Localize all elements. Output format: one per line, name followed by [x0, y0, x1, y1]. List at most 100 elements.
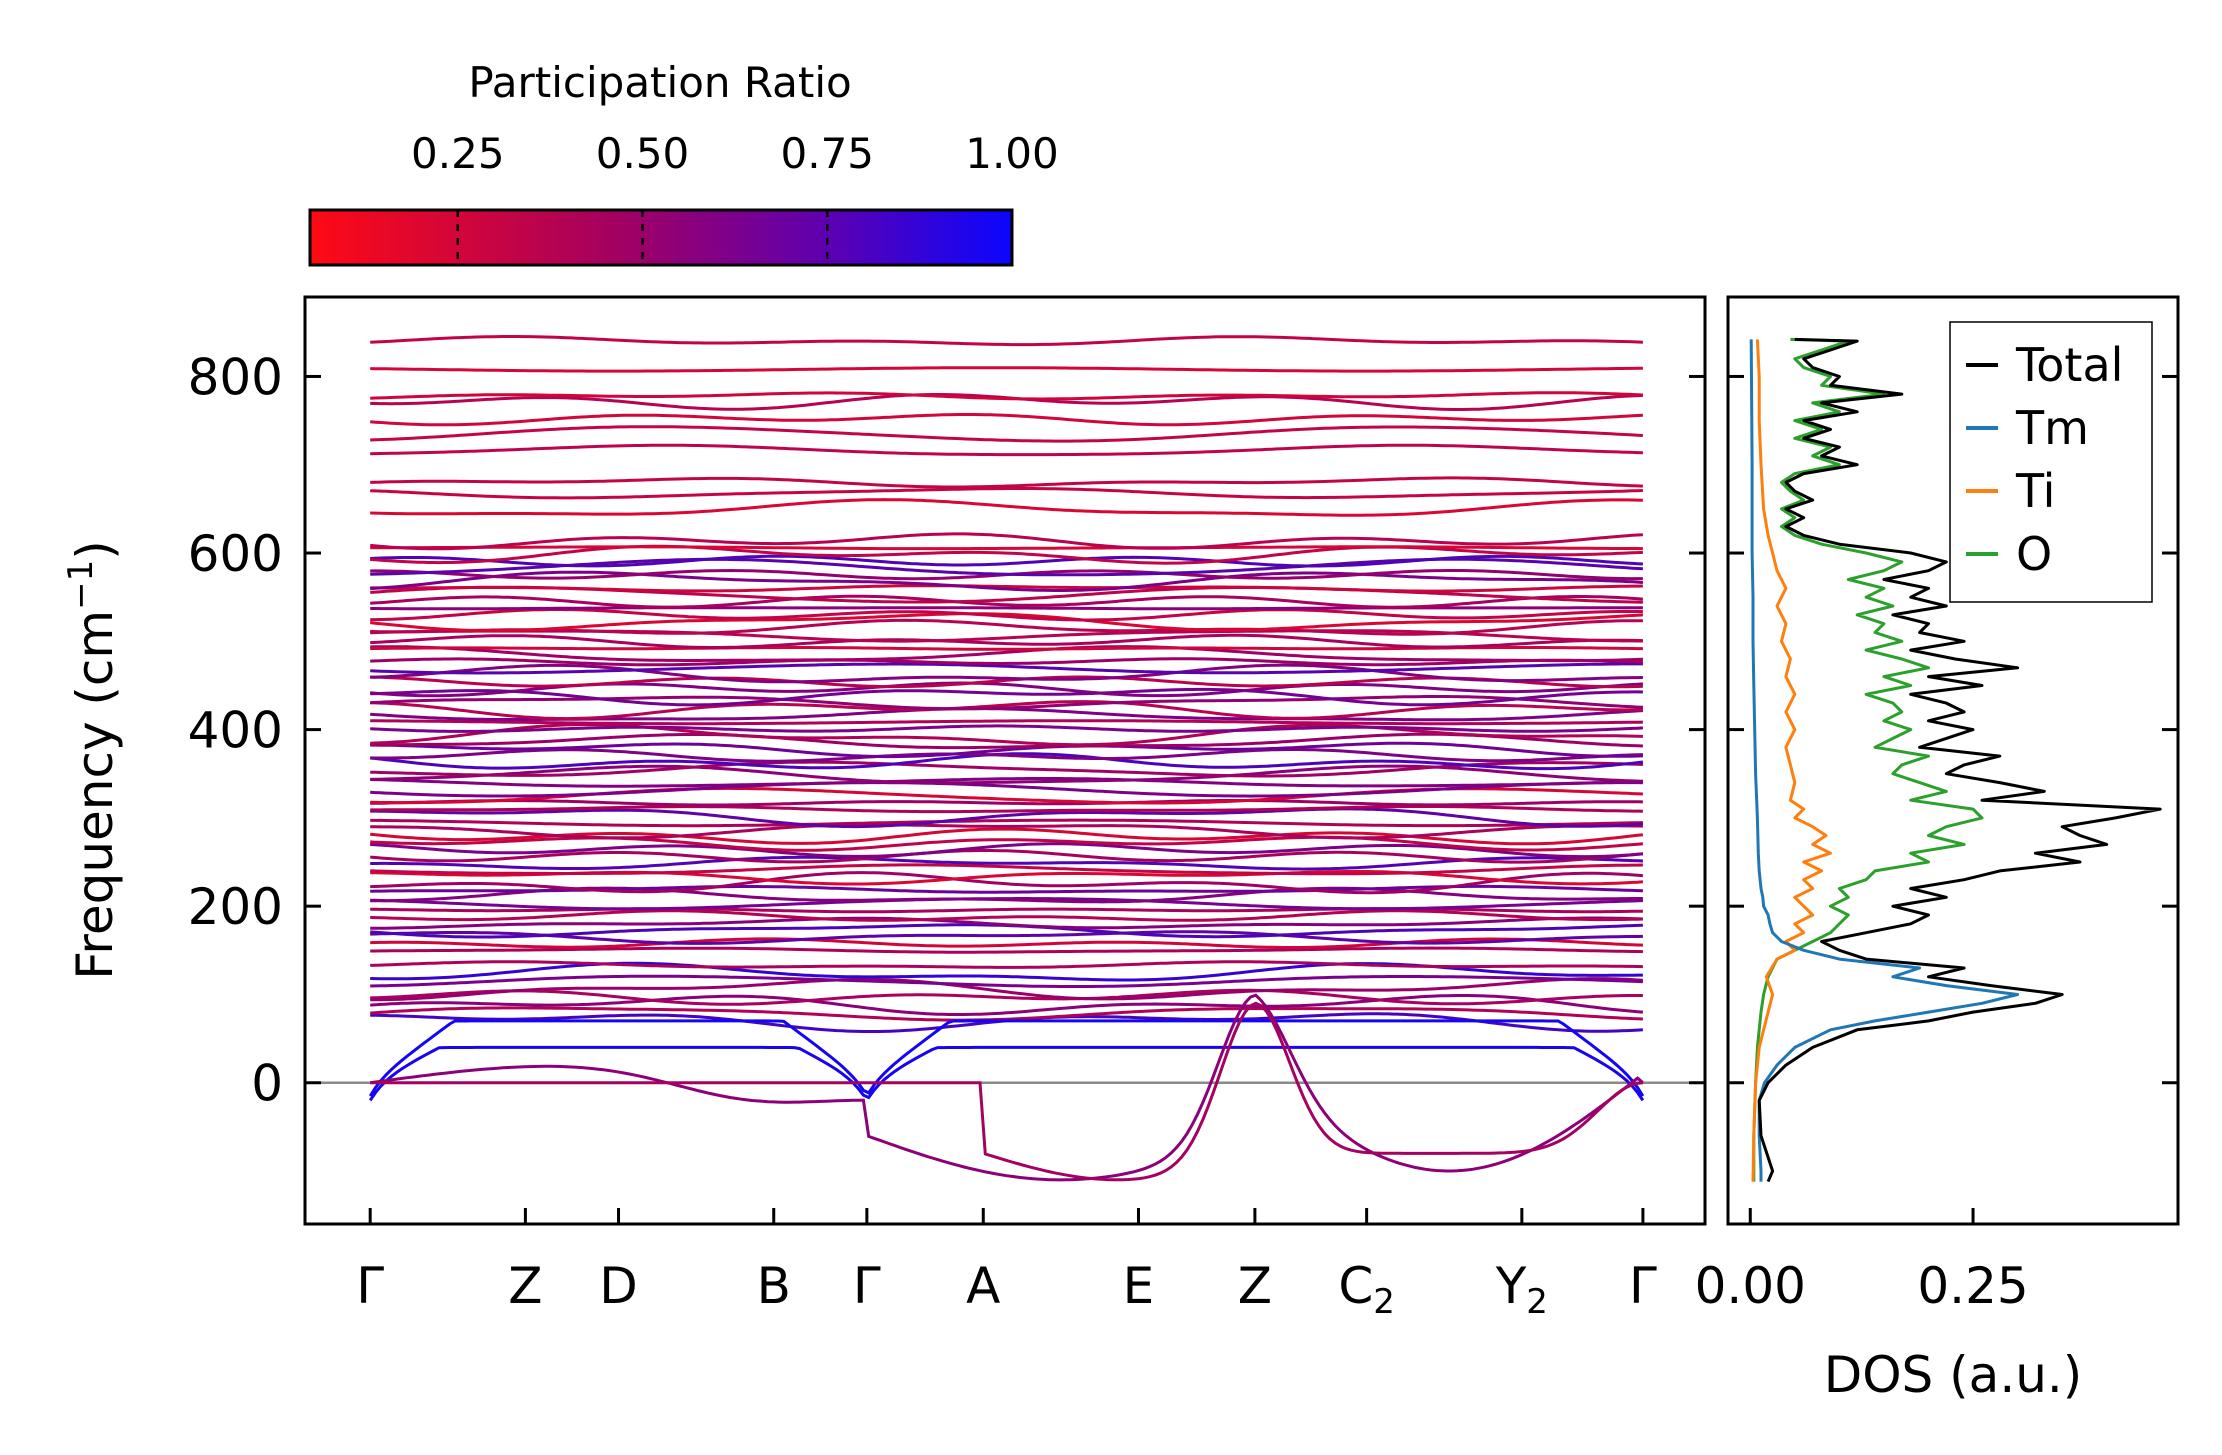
y-axis-title: Frequency (cm−1)	[61, 540, 124, 980]
band-line	[370, 335, 1643, 347]
band-line	[370, 487, 1643, 500]
high-symmetry-label: Γ	[853, 1257, 881, 1315]
high-symmetry-label: Γ	[356, 1257, 384, 1315]
band-line	[370, 937, 1643, 949]
band-line	[370, 662, 1643, 675]
band-line	[370, 807, 1644, 829]
legend-label: O	[2016, 527, 2052, 581]
band-line	[370, 443, 1643, 457]
band-line	[370, 777, 1643, 788]
dos-x-ticks: 0.00 0.25	[1695, 1208, 2029, 1315]
band-line	[370, 476, 1643, 489]
band-line	[370, 748, 1643, 763]
band-line	[370, 823, 1643, 840]
dos-x-tick-label: 0.25	[1917, 1257, 2028, 1315]
band-y-ticks: 0 200 400 600 800	[188, 348, 1705, 1113]
band-line	[370, 532, 1643, 551]
band-line	[370, 618, 1643, 636]
colorbar-tick-label: 1.00	[965, 129, 1059, 178]
high-symmetry-label: B	[757, 1257, 791, 1315]
y-tick-label: 600	[188, 525, 283, 583]
band-line	[370, 366, 1643, 373]
colorbar-tick-label: 0.50	[596, 129, 690, 178]
y-tick-label: 800	[188, 348, 283, 406]
band-line	[370, 612, 1643, 633]
band-line	[370, 818, 1643, 828]
band-line	[370, 994, 1644, 1016]
band-line	[370, 1001, 1644, 1182]
high-symmetry-label: Z	[508, 1257, 542, 1315]
band-line	[370, 993, 1644, 1182]
band-line	[370, 700, 1643, 721]
band-line	[370, 544, 1643, 565]
band-line	[370, 606, 1643, 611]
band-line	[370, 570, 1644, 592]
band-line	[370, 960, 1643, 969]
band-line	[368, 1045, 1645, 1102]
dos-line-ti	[1751, 339, 1832, 1182]
band-line	[370, 554, 1643, 568]
dos-y-ticks	[1728, 374, 2178, 1085]
dos-lines	[1749, 337, 2162, 1183]
band-line	[370, 584, 1643, 593]
band-line	[370, 1012, 1644, 1033]
band-line	[370, 871, 1644, 895]
band-line	[370, 425, 1643, 443]
band-line	[370, 594, 1644, 609]
colorbar-title: Participation Ratio	[468, 58, 851, 107]
high-symmetry-label: Γ	[1629, 1257, 1657, 1315]
dos-x-tick-label: 0.00	[1695, 1257, 1806, 1315]
colorbar-gradient	[308, 208, 1014, 267]
band-line	[370, 781, 1643, 798]
band-line	[370, 849, 1644, 864]
legend-label: Ti	[2015, 464, 2055, 518]
band-line	[370, 413, 1643, 427]
band-line	[370, 855, 1643, 871]
band-line	[370, 799, 1643, 807]
band-line	[368, 1019, 1645, 1097]
colorbar-ticks: 0.25 0.50 0.75 1.00	[411, 129, 1059, 265]
y-tick-label: 0	[251, 1055, 283, 1113]
legend: Total Tm Ti O	[1949, 321, 2153, 603]
y-tick-label: 400	[188, 702, 283, 760]
dos-x-axis-title: DOS (a.u.)	[1824, 1346, 2083, 1404]
band-line	[370, 974, 1643, 988]
band-line	[370, 545, 1643, 551]
band-line	[370, 687, 1643, 707]
band-line	[370, 842, 1644, 859]
band-line	[370, 930, 1643, 945]
band-line	[370, 988, 1643, 1006]
colorbar: Participation Ratio 0.25 0.50 0.75 1.00	[308, 58, 1059, 267]
band-line	[370, 663, 1643, 684]
band-line	[370, 827, 1644, 846]
band-line	[370, 760, 1643, 778]
band-line	[370, 946, 1643, 954]
dos-line-total	[1757, 337, 2162, 1183]
band-line	[370, 657, 1643, 667]
band-line	[370, 724, 1643, 733]
high-symmetry-label: C2	[1338, 1257, 1395, 1322]
dos-panel: 0.00 0.25 DOS (a.u.) Total Tm Ti O	[1695, 295, 2180, 1404]
band-line	[370, 608, 1643, 622]
band-line	[370, 977, 1643, 1002]
band-line	[370, 863, 1643, 876]
high-symmetry-label: Z	[1238, 1257, 1272, 1315]
dos-line-tm	[1749, 339, 2020, 1182]
high-symmetry-label: E	[1123, 1257, 1155, 1315]
colorbar-tick-label: 0.75	[781, 129, 875, 178]
band-line	[370, 805, 1643, 814]
high-symmetry-label: D	[599, 1257, 638, 1315]
high-symmetry-label: A	[966, 1257, 1000, 1315]
band-line	[370, 909, 1643, 922]
band-line	[370, 741, 1643, 759]
bands	[368, 335, 1645, 1182]
band-line	[370, 645, 1643, 663]
legend-label: Tm	[2015, 401, 2089, 455]
band-line	[370, 719, 1643, 726]
band-axes-frame	[303, 295, 1707, 1226]
band-line	[370, 1006, 1643, 1022]
dos-line-o	[1752, 337, 1984, 1182]
band-line	[370, 633, 1643, 649]
dos-axes-frame	[1726, 295, 2180, 1226]
